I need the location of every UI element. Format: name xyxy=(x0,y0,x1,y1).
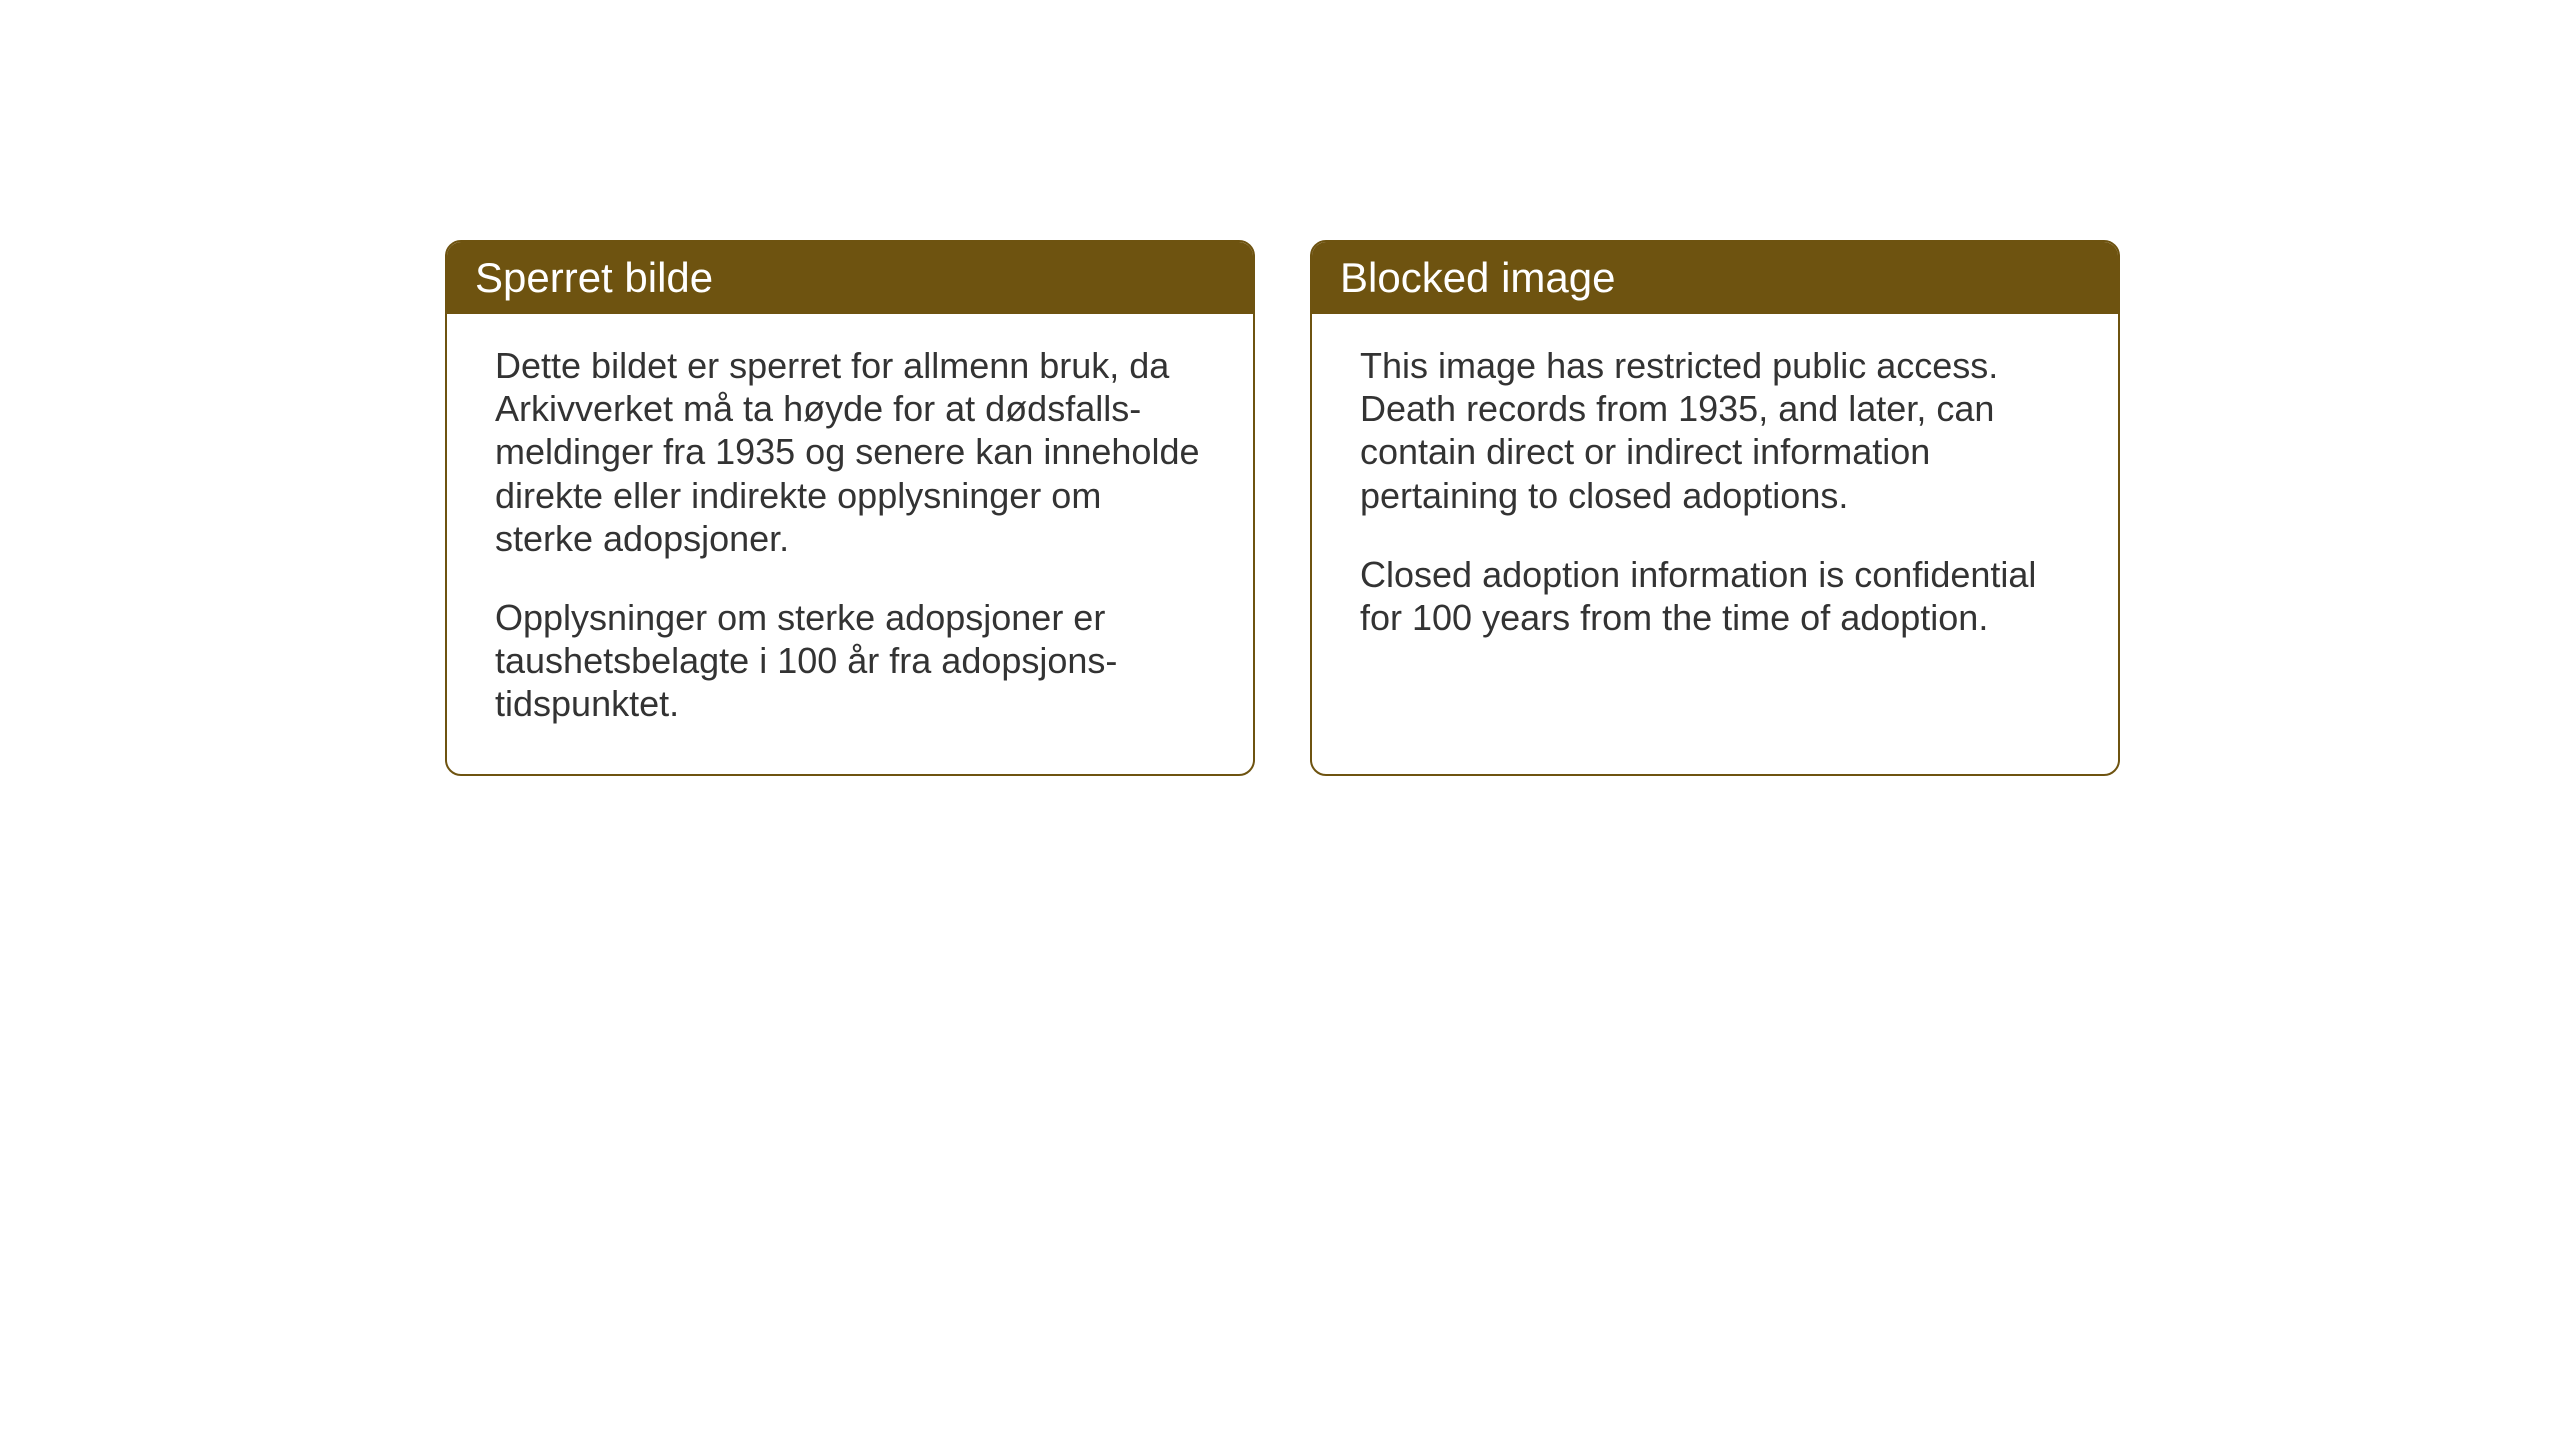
notice-container: Sperret bilde Dette bildet er sperret fo… xyxy=(445,240,2120,776)
english-card-text: This image has restricted public access.… xyxy=(1360,344,2070,639)
english-card-body: This image has restricted public access.… xyxy=(1312,314,2118,687)
english-paragraph-2: Closed adoption information is confident… xyxy=(1360,553,2070,639)
norwegian-card-header: Sperret bilde xyxy=(447,242,1253,314)
norwegian-paragraph-1: Dette bildet er sperret for allmenn bruk… xyxy=(495,344,1205,560)
norwegian-notice-card: Sperret bilde Dette bildet er sperret fo… xyxy=(445,240,1255,776)
english-card-title: Blocked image xyxy=(1340,254,2090,302)
norwegian-card-body: Dette bildet er sperret for allmenn bruk… xyxy=(447,314,1253,774)
english-notice-card: Blocked image This image has restricted … xyxy=(1310,240,2120,776)
norwegian-card-title: Sperret bilde xyxy=(475,254,1225,302)
english-paragraph-1: This image has restricted public access.… xyxy=(1360,344,2070,517)
norwegian-paragraph-2: Opplysninger om sterke adopsjoner er tau… xyxy=(495,596,1205,726)
norwegian-card-text: Dette bildet er sperret for allmenn bruk… xyxy=(495,344,1205,726)
english-card-header: Blocked image xyxy=(1312,242,2118,314)
